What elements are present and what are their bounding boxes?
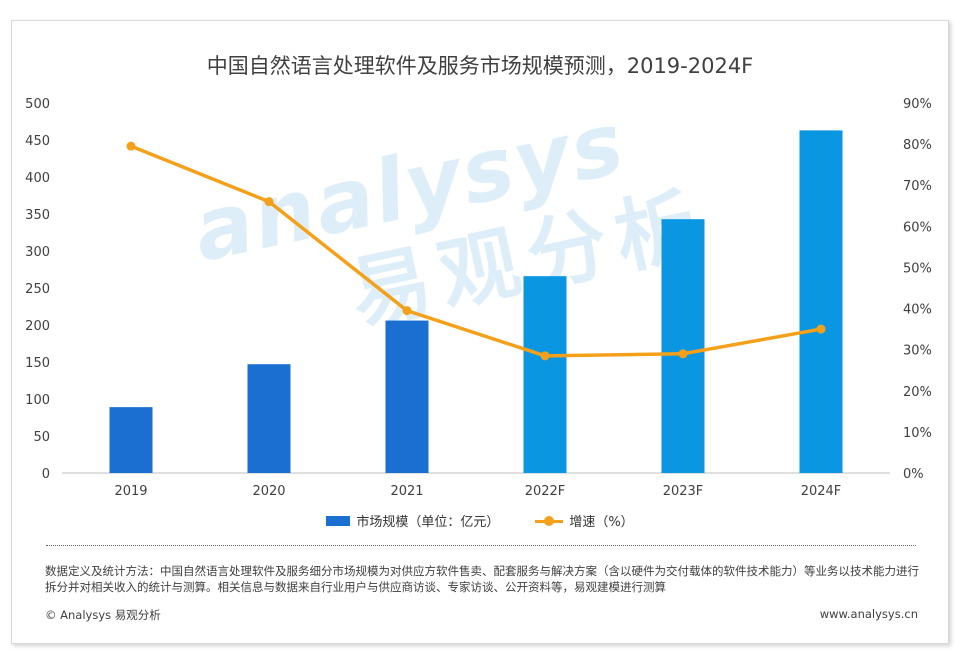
x-tick-label: 2024F	[801, 484, 842, 499]
y-left-tick-label: 400	[25, 171, 50, 186]
copyright: © Analysys 易观分析	[45, 608, 161, 622]
legend-line-label: 增速（%）	[569, 515, 634, 530]
y-left-tick-label: 50	[33, 430, 50, 445]
x-tick-label: 2019	[114, 484, 147, 499]
y-right-tick-label: 90%	[903, 97, 932, 112]
y-right-tick-label: 0%	[903, 467, 924, 482]
legend-bar-label: 市场规模（单位：亿元）	[356, 515, 500, 530]
growth-point	[816, 324, 826, 334]
x-tick-label: 2020	[252, 484, 285, 499]
x-tick-label: 2022F	[525, 484, 566, 499]
bar	[247, 364, 291, 473]
y-right-tick-label: 40%	[903, 303, 932, 318]
growth-point	[678, 349, 688, 359]
growth-point	[540, 351, 550, 361]
y-left-tick-label: 450	[25, 134, 50, 149]
y-right-tick-label: 70%	[903, 179, 932, 194]
bar	[661, 219, 705, 473]
y-left-tick-label: 500	[25, 97, 50, 112]
y-right-tick-label: 80%	[903, 138, 932, 153]
bar	[385, 320, 429, 473]
divider	[46, 545, 916, 546]
bar	[109, 407, 153, 473]
methodology-note: 数据定义及统计方法：中国自然语言处理软件及服务细分市场规模为对供应方软件售卖、配…	[45, 564, 919, 594]
bar	[523, 276, 567, 473]
y-right-tick-label: 30%	[903, 344, 932, 359]
legend: 市场规模（单位：亿元） 增速（%）	[0, 511, 960, 530]
website: www.analysys.cn	[819, 607, 918, 621]
y-right-tick-label: 20%	[903, 385, 932, 400]
y-right-tick-label: 50%	[903, 261, 932, 276]
y-left-tick-label: 250	[25, 282, 50, 297]
growth-point	[264, 197, 274, 207]
y-left-tick-label: 100	[25, 393, 50, 408]
legend-bar-swatch	[326, 515, 351, 526]
x-tick-label: 2021	[390, 484, 423, 499]
growth-point	[126, 141, 136, 151]
chart-title: 中国自然语言处理软件及服务市场规模预测，2019-2024F	[206, 54, 754, 78]
growth-point	[402, 306, 412, 316]
growth-line	[130, 144, 822, 358]
y-right-tick-label: 60%	[903, 220, 932, 235]
bar	[799, 130, 843, 473]
chart-frame	[11, 20, 949, 644]
y-left-tick-label: 0	[42, 467, 50, 482]
y-right-tick-label: 10%	[903, 426, 932, 441]
legend-item-bar: 市场规模（单位：亿元）	[326, 511, 499, 530]
legend-line-swatch	[535, 515, 564, 526]
y-left-tick-label: 350	[25, 208, 50, 223]
y-left-tick-label: 200	[25, 319, 50, 334]
legend-item-line: 增速（%）	[535, 511, 634, 530]
x-tick-label: 2023F	[663, 484, 704, 499]
y-left-tick-label: 300	[25, 245, 50, 260]
y-left-tick-label: 150	[25, 356, 50, 371]
